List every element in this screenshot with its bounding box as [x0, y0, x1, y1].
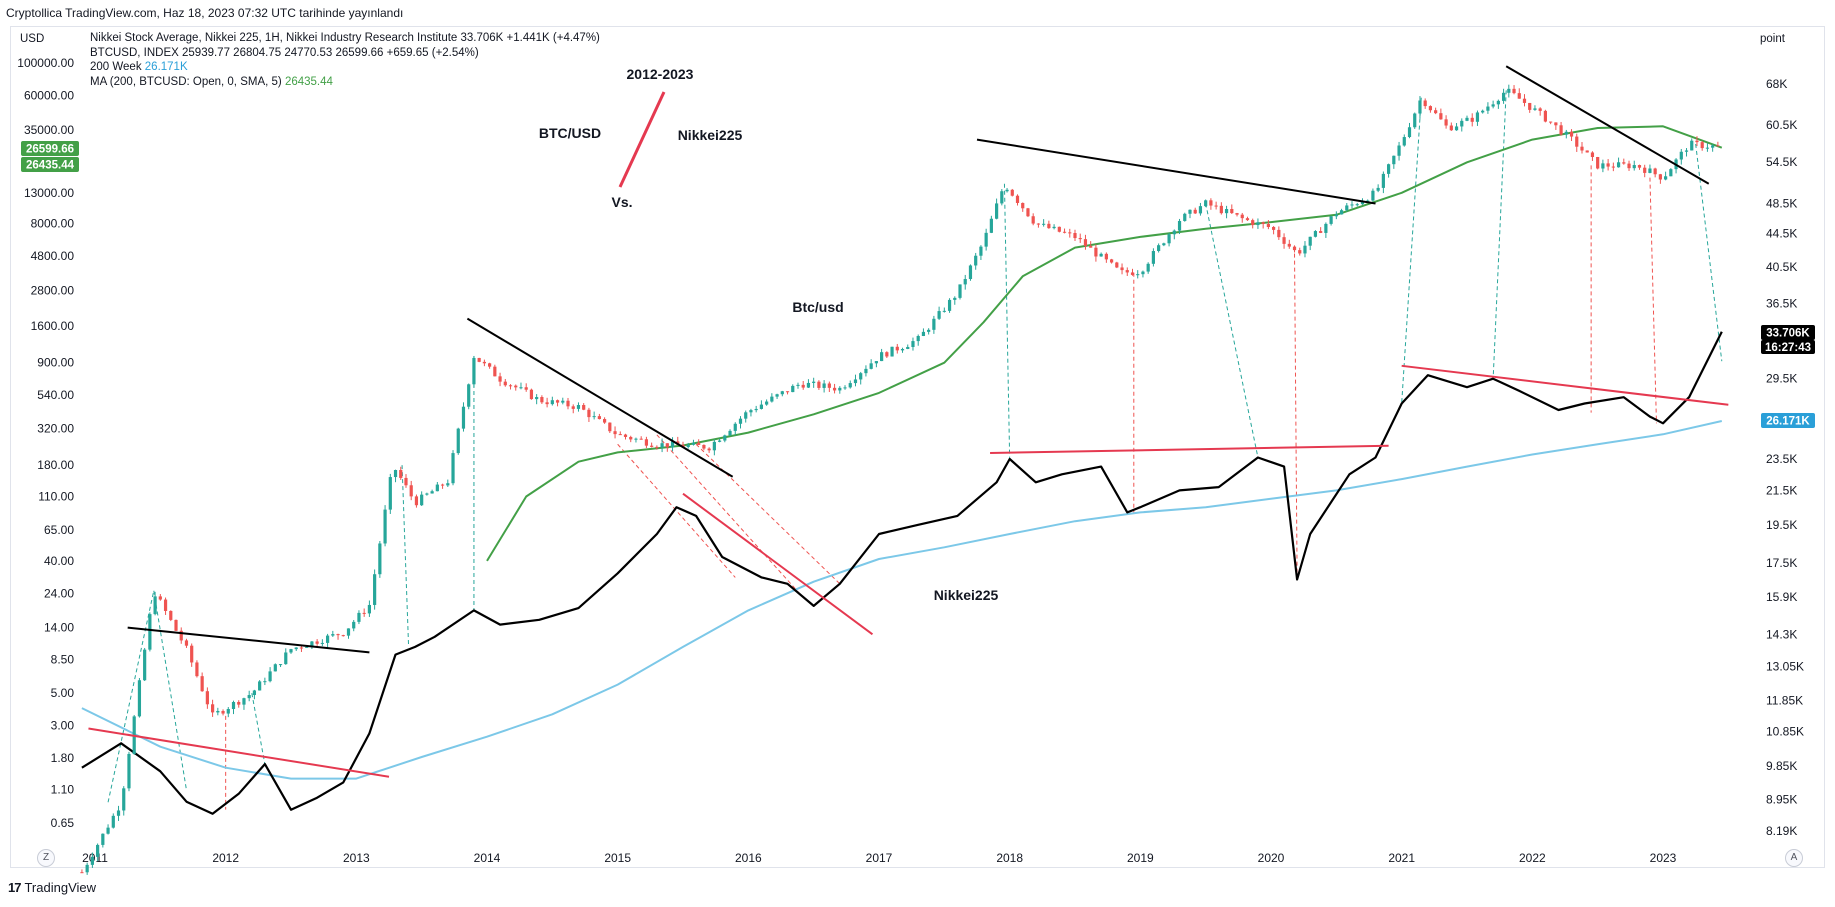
footer-brand: 17 TradingView: [8, 880, 96, 895]
legend-btcusd[interactable]: BTCUSD, INDEX 25939.77 26804.75 24770.53…: [90, 46, 479, 59]
right-axis-unit: point: [1760, 33, 1785, 45]
go-to-date-button[interactable]: Z: [37, 849, 55, 867]
legend-ma-value: 26435.44: [284, 75, 333, 88]
left-axis-unit: USD: [20, 33, 45, 45]
btc-candle-body: [80, 872, 84, 874]
legend-200-week[interactable]: 200 Week 26.171K: [90, 60, 600, 75]
tradingview-logo-icon: 17: [8, 880, 22, 895]
legend-nikkei[interactable]: Nikkei Stock Average, Nikkei 225, 1H, Ni…: [90, 32, 600, 44]
legend-ma-label: MA (200, BTCUSD: Open, 0, SMA, 5): [90, 75, 282, 88]
legend-200-week-value: 26.171K: [144, 61, 188, 73]
chart-frame[interactable]: [10, 26, 1825, 868]
published-by: Cryptollica TradingView.com, Haz 18, 202…: [6, 6, 404, 20]
legend: Nikkei Stock Average, Nikkei 225, 1H, Ni…: [90, 31, 600, 89]
legend-200-week-label: 200 Week: [90, 61, 142, 73]
legend-ma[interactable]: MA (200, BTCUSD: Open, 0, SMA, 5) 26435.…: [90, 75, 600, 90]
footer-brand-name: TradingView: [24, 880, 97, 895]
auto-scale-button[interactable]: A: [1785, 849, 1803, 867]
